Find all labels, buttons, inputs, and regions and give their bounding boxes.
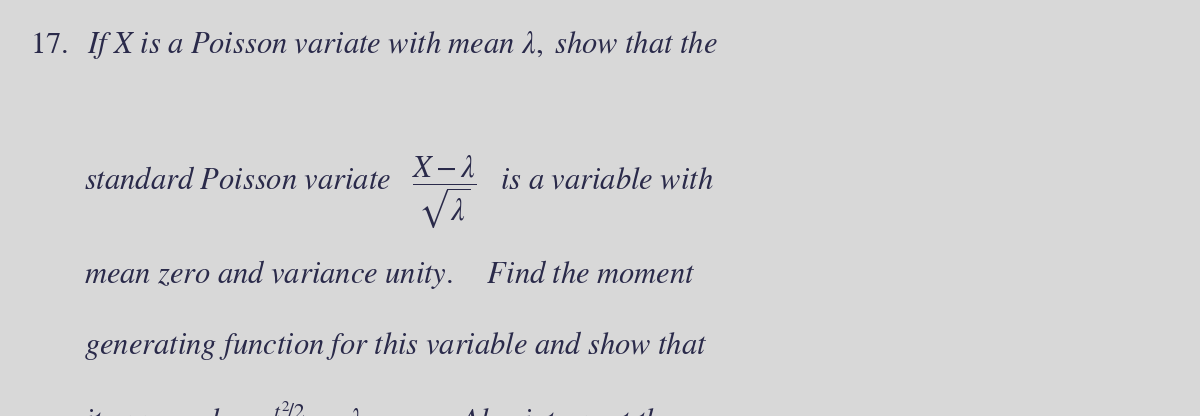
Text: $\mathbf{\mathit{mean\ zero\ and\ variance\ unity.\ \ \ \ Find\ the\ moment}}$: $\mathbf{\mathit{mean\ zero\ and\ varian… [84, 258, 696, 291]
Text: $\mathbf{\mathit{it\ approaches\ }}$$e^{t^2\!/2}$$\mathbf{\mathit{\ as\ \lambda : $\mathbf{\mathit{it\ approaches\ }}$$e^{… [84, 399, 674, 416]
Text: $\mathbf{\mathit{generating\ function\ for\ this\ variable\ and\ show\ that}}$: $\mathbf{\mathit{generating\ function\ f… [84, 329, 708, 362]
Text: $\mathbf{\mathit{17.}}$  $\mathbf{\mathit{If\ X\ is\ a\ Poisson\ variate\ with\ : $\mathbf{\mathit{17.}}$ $\mathbf{\mathit… [30, 29, 718, 61]
Text: $\mathbf{\mathit{standard\ Poisson\ variate}}$$\quad\dfrac{\mathbf{\mathit{X - \: $\mathbf{\mathit{standard\ Poisson\ vari… [84, 154, 714, 230]
